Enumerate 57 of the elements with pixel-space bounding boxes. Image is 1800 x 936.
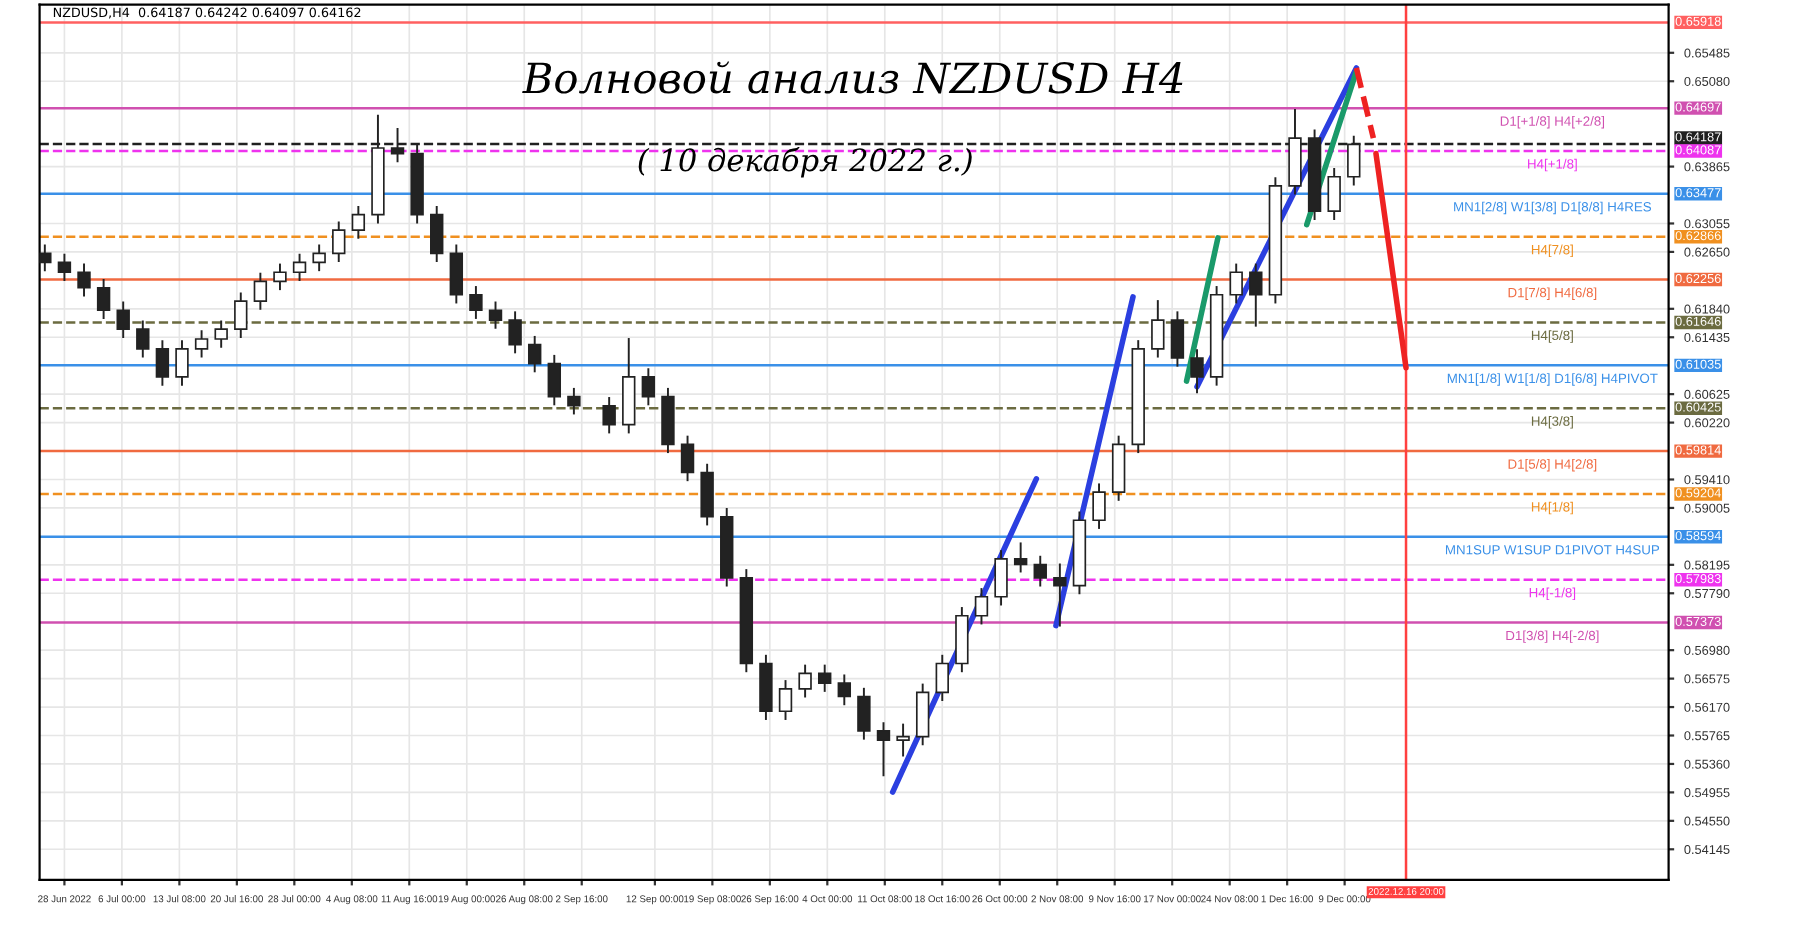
candlestick xyxy=(857,687,871,740)
candlestick xyxy=(622,338,636,434)
candlestick xyxy=(430,205,444,263)
candlestick xyxy=(39,244,52,272)
candlestick xyxy=(994,550,1008,606)
candlestick xyxy=(876,722,891,777)
candlestick xyxy=(547,354,562,406)
candlestick xyxy=(57,253,72,281)
candlestick xyxy=(469,286,483,319)
candlestick xyxy=(1013,542,1028,573)
candlestick xyxy=(136,320,150,358)
text: ( 10 декабря 2022 г.) xyxy=(638,147,972,178)
candlestick xyxy=(508,311,522,354)
candlestick xyxy=(700,463,714,526)
candlestick xyxy=(194,330,209,358)
candlestick xyxy=(449,244,464,304)
candlestick xyxy=(312,244,326,272)
candlestick xyxy=(234,292,248,338)
candlestick xyxy=(955,607,969,673)
candlestick xyxy=(1249,263,1263,327)
candlestick xyxy=(567,387,581,415)
candlestick xyxy=(488,301,503,329)
candlestick xyxy=(1327,168,1341,220)
candlestick xyxy=(935,654,949,701)
candlestick xyxy=(974,588,989,625)
candlestick xyxy=(1229,263,1243,304)
candlestick xyxy=(77,263,91,297)
candlestick xyxy=(759,654,773,720)
candlestick xyxy=(155,340,170,386)
candlestick xyxy=(527,335,542,373)
candlestick xyxy=(837,674,852,706)
candlestick xyxy=(253,272,268,310)
candlestick xyxy=(602,397,616,434)
candlestick xyxy=(96,279,111,319)
candlestick xyxy=(641,368,656,406)
candlestick xyxy=(273,263,287,291)
candlestick xyxy=(292,253,307,281)
candlestick xyxy=(175,340,189,386)
candlestick xyxy=(1092,483,1106,529)
candlestick xyxy=(1151,300,1165,358)
candlestick xyxy=(351,205,366,239)
text: Волновой анализ NZDUSD H4 xyxy=(522,61,1183,94)
candlestick xyxy=(1190,349,1204,394)
candlestick xyxy=(661,387,675,454)
candlestick xyxy=(778,680,793,720)
candlestick xyxy=(896,723,910,757)
candlestick xyxy=(915,683,930,746)
candlestick xyxy=(332,221,346,263)
candlestick xyxy=(1053,563,1067,627)
candlestick xyxy=(214,320,228,348)
candlestick xyxy=(680,435,695,482)
candlestick xyxy=(1111,435,1126,501)
candlestick xyxy=(116,301,130,338)
candlestick xyxy=(1170,311,1185,367)
candlestick xyxy=(1033,555,1047,587)
candlestick xyxy=(817,664,832,692)
candlestick xyxy=(798,664,812,698)
